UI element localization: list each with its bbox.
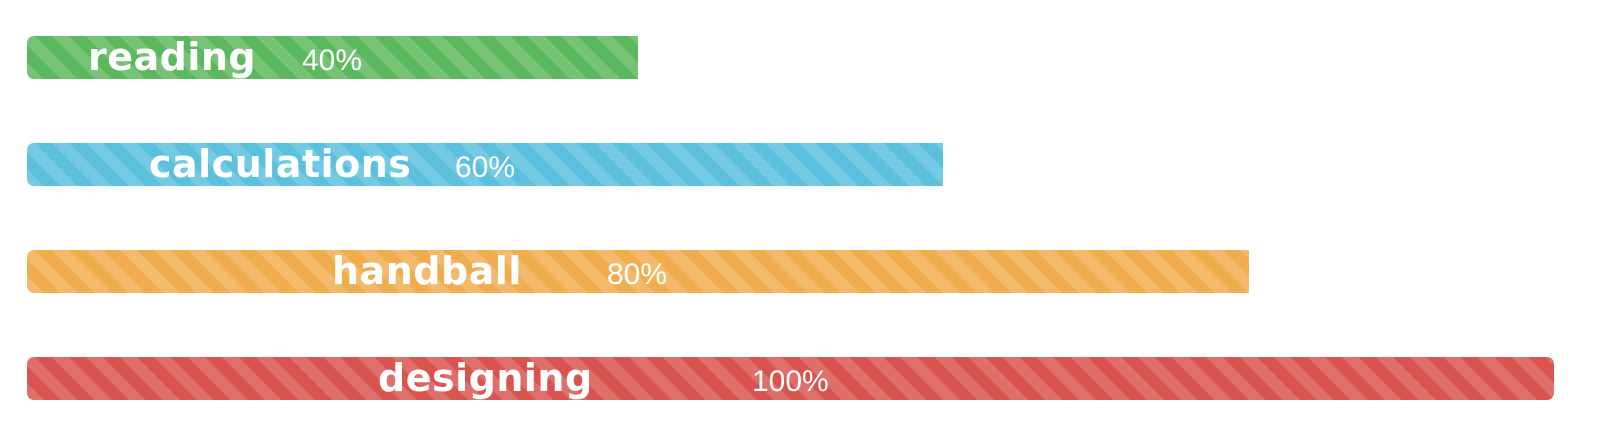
skill-label: handball [332, 250, 522, 293]
skill-value-label: 40% [302, 43, 363, 77]
skill-value-label: 80% [607, 257, 668, 291]
skill-bar-handball: handball 80% [27, 250, 1249, 293]
skill-bar-designing: designing 100% [27, 357, 1554, 400]
skill-label: reading [88, 36, 257, 79]
skill-label: calculations [149, 143, 412, 186]
skill-bar-calculations: calculations 60% [27, 143, 943, 186]
skill-value-label: 100% [752, 364, 829, 398]
skill-label: designing [378, 357, 593, 400]
skill-bar-reading: reading 40% [27, 36, 638, 79]
skill-value-label: 60% [455, 150, 516, 184]
